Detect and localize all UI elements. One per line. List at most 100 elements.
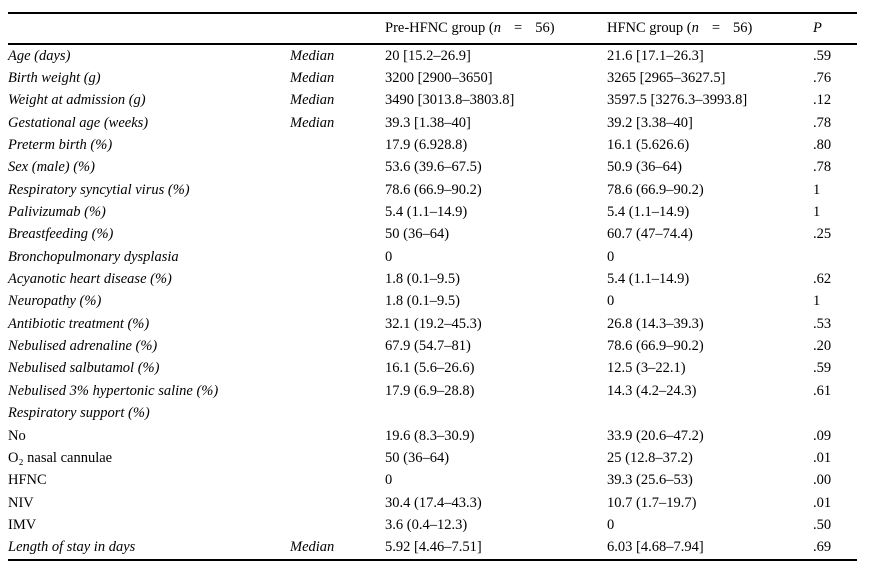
row-label: Sex (male) (%) <box>8 159 95 176</box>
n-variable: n <box>691 20 699 36</box>
hfnc-value: 5.4 (1.1–14.9) <box>607 204 690 221</box>
p-value: 1 <box>813 293 821 310</box>
hfnc-value: 14.3 (4.2–24.3) <box>607 382 697 399</box>
p-value: .01 <box>813 449 832 466</box>
row-label: Age (days) <box>8 47 71 64</box>
row-statistic <box>290 268 385 290</box>
pre-hfnc-value: 78.6 (66.9–90.2) <box>385 181 482 198</box>
table-row-support-no: No 19.6 (8.3–30.9) 33.9 (20.6–47.2) .09 <box>8 425 857 447</box>
p-value: .12 <box>813 92 832 109</box>
p-value: 1 <box>813 204 821 221</box>
table-row-sex-male: Sex (male) (%) 53.6 (39.6–67.5) 50.9 (36… <box>8 157 857 179</box>
hfnc-value: 25 (12.8–37.2) <box>607 449 693 466</box>
hfnc-value: 12.5 (3–22.1) <box>607 360 686 377</box>
table-row-support-o2-nasal-cannulae: O₂ nasal cannulae 50 (36–64) 25 (12.8–37… <box>8 447 857 469</box>
pre-hfnc-value: 5.4 (1.1–14.9) <box>385 204 468 221</box>
row-label: Weight at admission (g) <box>8 92 146 109</box>
row-label: IMV <box>8 516 37 533</box>
group-label-prefix: HFNC group ( <box>607 20 692 36</box>
row-statistic <box>290 179 385 201</box>
pre-hfnc-value: 20 [15.2–26.9] <box>385 47 471 64</box>
hfnc-value: 60.7 (47–74.4) <box>607 226 693 243</box>
row-label: Preterm birth (%) <box>8 137 113 154</box>
row-label: Antibiotic treatment (%) <box>8 315 150 332</box>
table-row-birth-weight: Birth weight (g) Median 3200 [2900–3650]… <box>8 67 857 89</box>
hfnc-value: 0 <box>607 516 615 533</box>
pre-hfnc-value: 16.1 (5.6–26.6) <box>385 360 475 377</box>
row-label: Length of stay in days <box>8 539 136 556</box>
hfnc-value: 0 <box>607 248 615 265</box>
hfnc-value: 26.8 (14.3–39.3) <box>607 315 704 332</box>
row-statistic <box>290 380 385 402</box>
row-label: Breastfeeding (%) <box>8 226 114 243</box>
table-row-respiratory-support: Respiratory support (%) <box>8 403 857 425</box>
pre-hfnc-value: 1.8 (0.1–9.5) <box>385 271 460 288</box>
hfnc-value <box>607 403 813 425</box>
column-header-parameter <box>8 13 290 45</box>
table-row-preterm-birth: Preterm birth (%) 17.9 (6.928.8) 16.1 (5… <box>8 134 857 156</box>
table-row-breastfeeding: Breastfeeding (%) 50 (36–64) 60.7 (47–74… <box>8 224 857 246</box>
row-label: HFNC <box>8 472 47 489</box>
row-label: Nebulised salbutamol (%) <box>8 360 160 377</box>
hfnc-value: 39.2 [3.38–40] <box>607 114 693 131</box>
p-value: .00 <box>813 472 832 489</box>
column-header-hfnc-group: HFNC group (n = 56) <box>607 13 813 45</box>
column-header-p-value: P <box>813 13 857 45</box>
row-statistic: Median <box>290 47 335 64</box>
p-value: .01 <box>813 494 832 511</box>
row-statistic <box>290 313 385 335</box>
hfnc-value: 0 <box>607 293 615 310</box>
pre-hfnc-value: 3200 [2900–3650] <box>385 70 493 87</box>
pre-hfnc-value: 0 <box>385 248 393 265</box>
row-statistic <box>290 335 385 357</box>
header-row: Pre-HFNC group (n = 56) HFNC group (n = 56) … <box>8 13 857 45</box>
n-variable: n <box>493 20 501 36</box>
row-label: Palivizumab (%) <box>8 204 106 221</box>
table-row-nebulised-adrenaline: Nebulised adrenaline (%) 67.9 (54.7–81) … <box>8 335 857 357</box>
table-row-nebulised-hypertonic-saline: Nebulised 3% hypertonic saline (%) 17.9 … <box>8 380 857 402</box>
p-value: .53 <box>813 315 832 332</box>
row-statistic <box>290 201 385 223</box>
row-statistic <box>290 470 385 492</box>
p-value: .59 <box>813 47 832 64</box>
hfnc-value: 5.4 (1.1–14.9) <box>607 271 690 288</box>
pre-hfnc-value: 17.9 (6.9–28.8) <box>385 382 475 399</box>
table-row-acyanotic-heart-disease: Acyanotic heart disease (%) 1.8 (0.1–9.5… <box>8 268 857 290</box>
table-row-age: Age (days) Median 20 [15.2–26.9] 21.6 [1… <box>8 44 857 67</box>
pre-hfnc-value: 3.6 (0.4–12.3) <box>385 516 468 533</box>
pre-hfnc-value: 0 <box>385 472 393 489</box>
p-value: .78 <box>813 114 832 131</box>
row-statistic <box>290 157 385 179</box>
hfnc-value: 10.7 (1.7–19.7) <box>607 494 697 511</box>
row-statistic <box>290 492 385 514</box>
row-statistic <box>290 447 385 469</box>
row-statistic <box>290 358 385 380</box>
n-count: 56) <box>733 20 753 36</box>
pre-hfnc-value: 5.92 [4.46–7.51] <box>385 539 482 556</box>
table-row-antibiotic-treatment: Antibiotic treatment (%) 32.1 (19.2–45.3… <box>8 313 857 335</box>
row-statistic: Median <box>290 92 335 109</box>
table-row-weight-admission: Weight at admission (g) Median 3490 [301… <box>8 90 857 112</box>
row-label: Bronchopulmonary dysplasia <box>8 248 179 265</box>
p-value: .78 <box>813 159 832 176</box>
column-header-pre-hfnc-group: Pre-HFNC group (n = 56) <box>385 13 607 45</box>
p-value: .20 <box>813 338 832 355</box>
row-statistic: Median <box>290 70 335 87</box>
row-label: Nebulised 3% hypertonic saline (%) <box>8 382 219 399</box>
hfnc-value: 50.9 (36–64) <box>607 159 682 176</box>
table-row-palivizumab: Palivizumab (%) 5.4 (1.1–14.9) 5.4 (1.1–… <box>8 201 857 223</box>
p-value: .61 <box>813 382 832 399</box>
row-statistic <box>290 425 385 447</box>
hfnc-value: 33.9 (20.6–47.2) <box>607 427 704 444</box>
pre-hfnc-value: 1.8 (0.1–9.5) <box>385 293 460 310</box>
row-statistic <box>290 403 385 425</box>
row-statistic <box>290 514 385 536</box>
p-value: .80 <box>813 137 832 154</box>
hfnc-value: 39.3 (25.6–53) <box>607 472 693 489</box>
row-label: Acyanotic heart disease (%) <box>8 271 172 288</box>
row-label: O₂ nasal cannulae <box>8 449 113 466</box>
pre-hfnc-value: 67.9 (54.7–81) <box>385 338 471 355</box>
table-row-support-imv: IMV 3.6 (0.4–12.3) 0 .50 <box>8 514 857 536</box>
pre-hfnc-value: 3490 [3013.8–3803.8] <box>385 92 515 109</box>
